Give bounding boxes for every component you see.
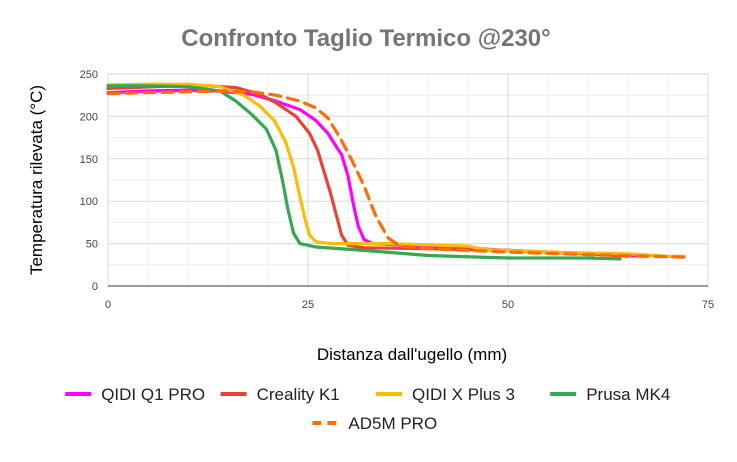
x-tick-label: 25 [302,299,314,311]
x-tick-label: 75 [702,299,714,311]
legend: QIDI Q1 PRO Creality K1 QIDI X Plus 3 Prusa… [65,385,670,433]
y-tick-label: 250 [80,69,98,81]
legend-label: QIDI X Plus 3 [412,385,515,404]
chart-title: Confronto Taglio Termico @230° [181,25,550,52]
y-tick-label: 0 [92,281,98,293]
x-tick-label: 50 [502,299,514,311]
y-tick-label: 200 [80,111,98,123]
axes: 0 50 100 150 200 250 0 25 50 75 [80,69,714,311]
legend-label: Creality K1 [257,385,340,404]
y-axis-title: Temperatura rilevata (°C) [27,85,46,275]
series-line-3 [106,82,686,258]
y-tick-label: 100 [80,196,98,208]
y-tick-label: 50 [86,239,98,251]
legend-label: Prusa MK4 [586,385,670,404]
grid [107,73,709,287]
series-line-5 [106,89,686,259]
x-axis-title: Distanza dall'ugello (mm) [317,345,507,364]
x-tick-label: 0 [105,299,111,311]
legend-label: AD5M PRO [348,414,437,433]
y-tick-label: 150 [80,154,98,166]
legend-label: QIDI Q1 PRO [101,385,205,404]
plot-area [106,82,686,261]
